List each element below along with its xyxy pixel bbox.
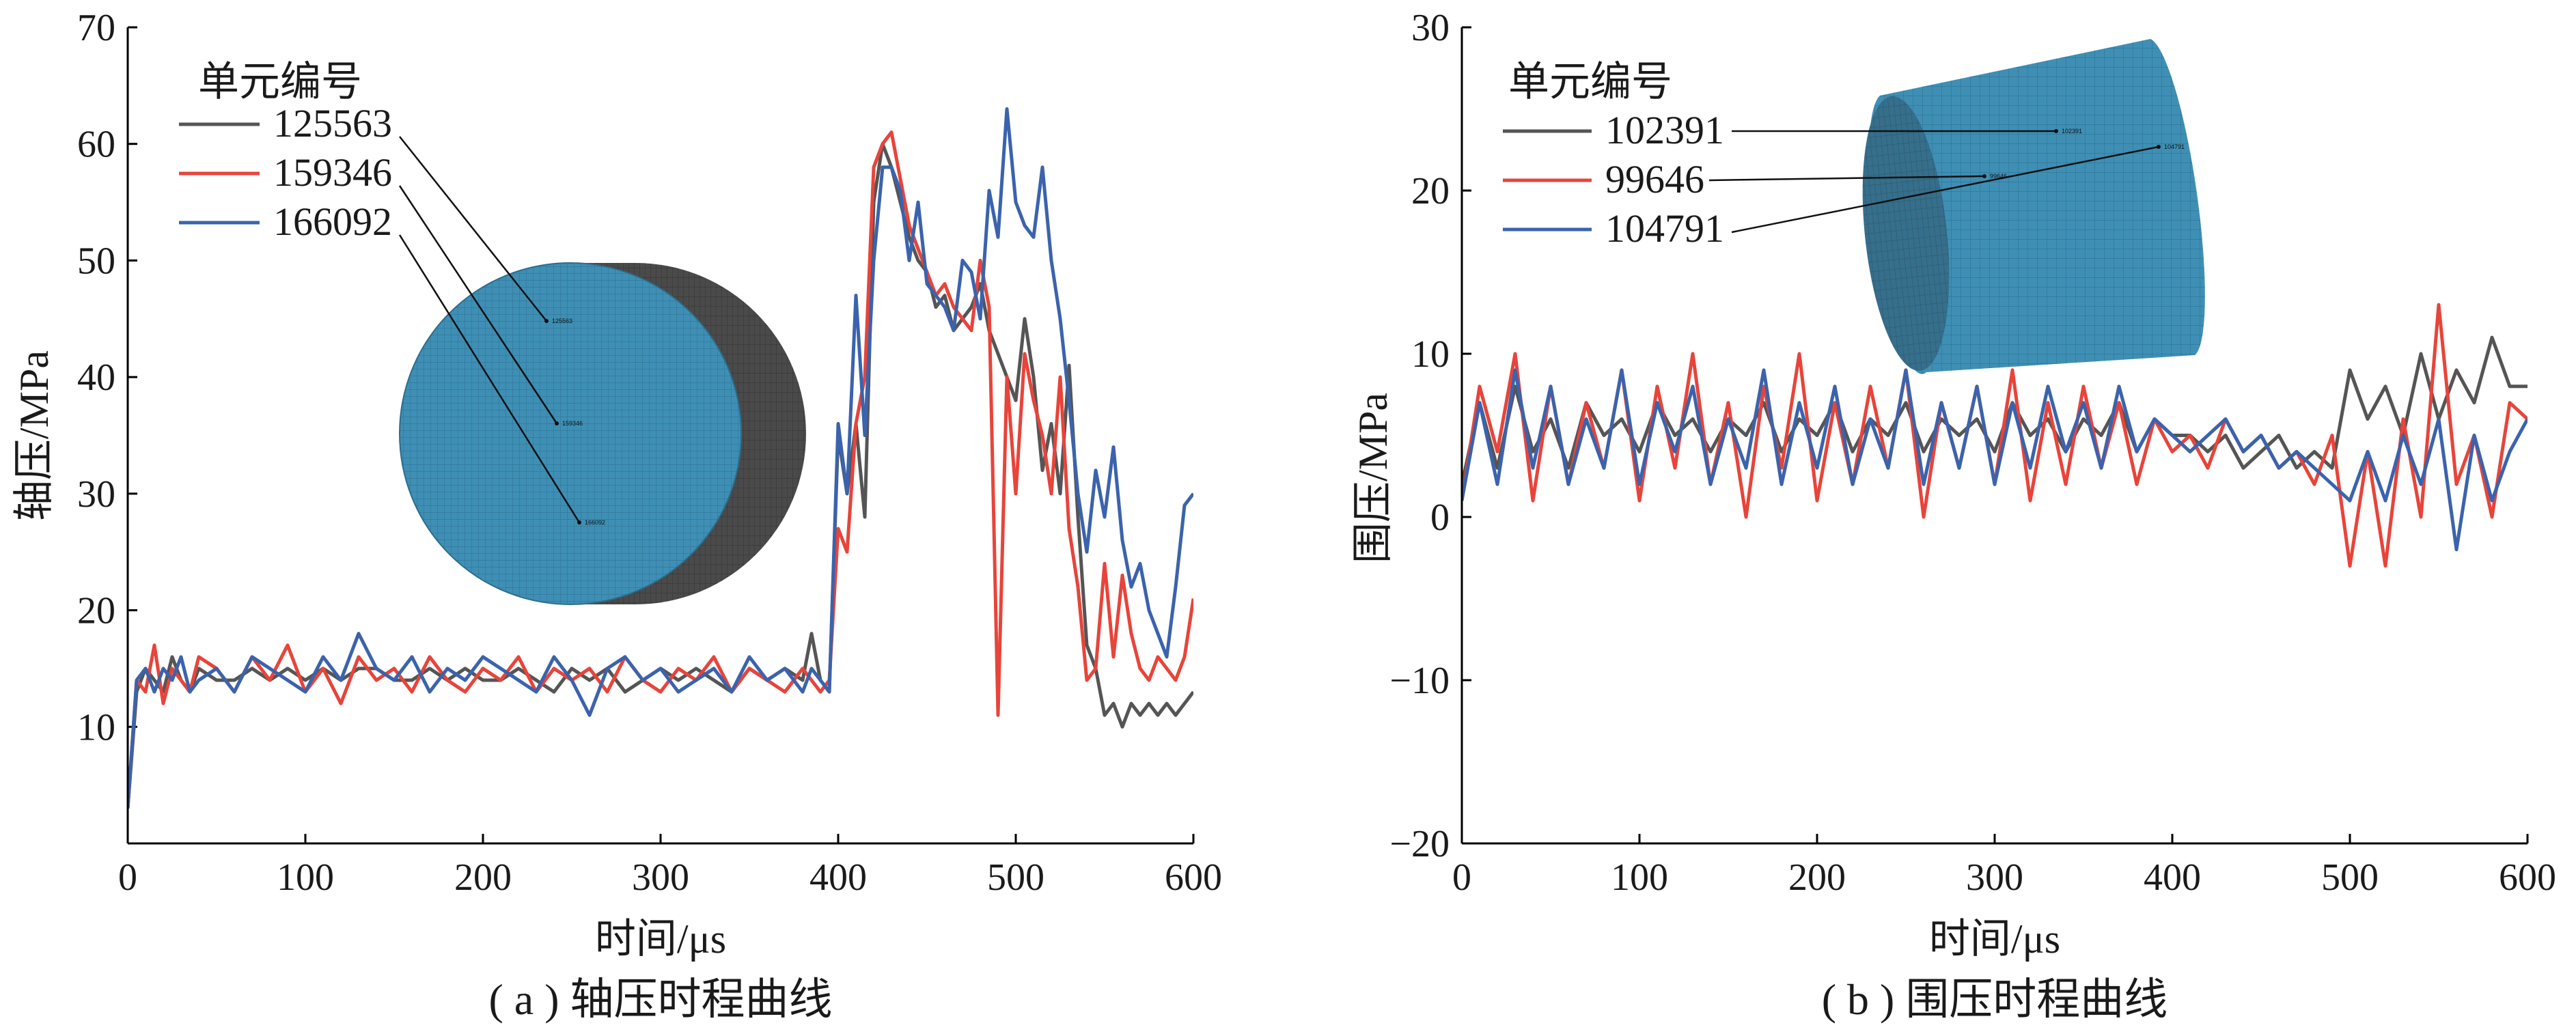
inset-a-element-label: 125563 xyxy=(552,318,572,324)
a-x-tick-label: 100 xyxy=(277,856,334,899)
inset-b-marker-102391 xyxy=(2054,129,2058,133)
inset-b-element-label: 102391 xyxy=(2062,128,2082,135)
b-x-ticks: 0 100 200 300 400 500 600 xyxy=(1452,834,2556,899)
a-x-ticks: 0 100 200 300 400 500 600 xyxy=(118,834,1222,899)
a-y-tick-label: 40 xyxy=(77,356,115,399)
inset-a-cylinder-model: 125563 159346 166092 xyxy=(398,136,806,605)
inset-b-element-labels: 102391 99646 104791 xyxy=(1708,128,2185,234)
a-y-ticks: 10 20 30 40 50 60 70 xyxy=(77,7,137,748)
inset-a-marker-159346 xyxy=(555,421,559,425)
inset-b-element-label: 104791 xyxy=(2164,143,2185,150)
a-x-axis-title: 时间/μs xyxy=(595,916,726,962)
a-y-axis-title: 轴压/MPa xyxy=(12,350,57,521)
a-y-tick-label: 60 xyxy=(77,124,115,166)
inset-a-marker-166092 xyxy=(577,520,581,524)
b-legend: 单元编号 102391 99646 104791 xyxy=(1503,59,1724,251)
a-x-tick-label: 500 xyxy=(987,856,1044,899)
b-panel-caption: ( b ) 围压时程曲线 xyxy=(1822,975,2168,1024)
a-series-line-125563 xyxy=(128,142,1193,809)
inset-b-cylinder-model: 102391 99646 104791 xyxy=(1708,39,2205,374)
a-series-lines xyxy=(128,107,1193,809)
b-y-tick-label: 10 xyxy=(1411,333,1450,376)
inset-b-marker-99646 xyxy=(1982,174,1986,178)
a-x-tick-label: 600 xyxy=(1165,856,1222,899)
a-x-tick-label: 400 xyxy=(809,856,867,899)
b-x-tick-label: 100 xyxy=(1611,856,1668,899)
inset-a-marker-125563 xyxy=(544,319,549,323)
a-y-tick-label: 10 xyxy=(77,706,115,748)
inset-a-element-label: 166092 xyxy=(585,519,605,526)
b-x-tick-label: 200 xyxy=(1788,856,1846,899)
b-legend-label-102391: 102391 xyxy=(1605,108,1724,152)
a-legend-label-166092: 166092 xyxy=(273,199,392,244)
b-y-tick-label: 20 xyxy=(1411,170,1450,212)
b-legend-label-99646: 99646 xyxy=(1605,157,1704,201)
inset-b-leader-104791 xyxy=(1731,145,2159,234)
b-x-axis-title: 时间/μs xyxy=(1929,916,2060,962)
b-x-tick-label: 300 xyxy=(1966,856,2023,899)
b-legend-label-104791: 104791 xyxy=(1605,206,1724,251)
panel-b: 102391 99646 104791 −20 −10 0 10 20 30 0 100 200 3… xyxy=(1351,7,2556,1024)
cylinder-b-body-mesh xyxy=(1868,39,2205,374)
b-x-tick-label: 0 xyxy=(1452,856,1471,899)
cylinder-a-face-mesh xyxy=(400,263,741,604)
a-legend-title: 单元编号 xyxy=(198,59,362,104)
b-y-tick-label: −20 xyxy=(1389,823,1450,865)
a-y-tick-label: 20 xyxy=(77,590,115,632)
inset-a-element-label: 159346 xyxy=(562,420,583,427)
b-x-tick-label: 400 xyxy=(2144,856,2201,899)
b-y-tick-label: 0 xyxy=(1430,496,1450,539)
a-legend-label-159346: 159346 xyxy=(273,150,392,195)
inset-b-element-label: 99646 xyxy=(1990,173,2007,180)
b-legend-title: 单元编号 xyxy=(1508,59,1672,104)
a-series-line-166092 xyxy=(128,107,1193,809)
a-y-tick-label: 50 xyxy=(77,240,115,282)
a-legend-label-125563: 125563 xyxy=(273,101,392,145)
a-x-tick-label: 200 xyxy=(454,856,512,899)
a-panel-caption: ( a ) 轴压时程曲线 xyxy=(488,975,832,1024)
b-y-tick-label: −10 xyxy=(1389,660,1450,702)
inset-b-marker-104791 xyxy=(2157,145,2161,149)
b-series-line-102391 xyxy=(1462,335,2527,485)
a-x-tick-label: 300 xyxy=(632,856,689,899)
cylinder-b-end-face-mesh xyxy=(1862,96,1950,371)
inset-a-leader-159346 xyxy=(398,185,558,424)
b-x-tick-label: 500 xyxy=(2321,856,2379,899)
inset-a-leader-166092 xyxy=(398,234,581,523)
b-y-ticks: −20 −10 0 10 20 30 xyxy=(1389,7,1471,865)
a-series-line-159346 xyxy=(128,130,1193,809)
b-y-tick-label: 30 xyxy=(1411,7,1450,49)
inset-a-leader-125563 xyxy=(399,136,547,322)
cylinder-a-rim xyxy=(399,262,742,605)
a-y-tick-label: 30 xyxy=(77,473,115,516)
b-x-tick-label: 600 xyxy=(2499,856,2556,899)
inset-b-leader-99646 xyxy=(1708,175,1985,182)
b-series-line-104791 xyxy=(1462,368,2527,552)
b-series-lines xyxy=(1462,303,2527,568)
a-y-tick-label: 70 xyxy=(77,7,115,49)
a-x-tick-label: 0 xyxy=(118,856,137,899)
b-y-axis-title: 围压/MPa xyxy=(1351,393,1396,563)
inset-a-element-labels: 125563 159346 166092 xyxy=(398,136,605,526)
